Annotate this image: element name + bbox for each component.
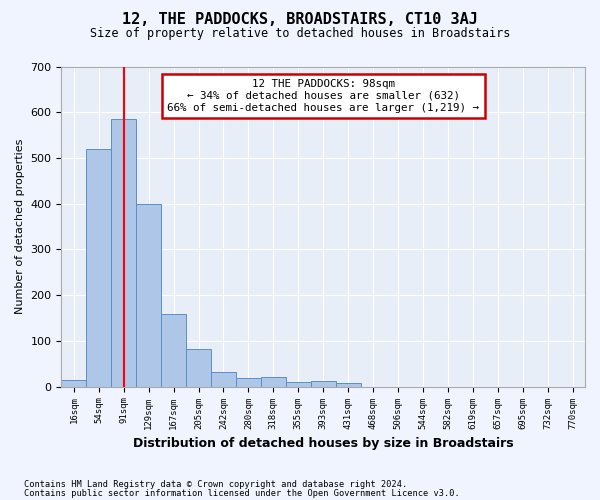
Bar — [86, 149, 111, 386]
Bar — [161, 314, 186, 386]
Text: Contains public sector information licensed under the Open Government Licence v3: Contains public sector information licen… — [24, 489, 460, 498]
Bar — [211, 372, 236, 386]
Bar — [335, 383, 361, 386]
Bar — [236, 378, 261, 386]
Y-axis label: Number of detached properties: Number of detached properties — [15, 139, 25, 314]
Bar — [61, 380, 86, 386]
Bar — [111, 119, 136, 386]
Bar — [311, 381, 335, 386]
Bar — [261, 376, 286, 386]
Text: 12 THE PADDOCKS: 98sqm
← 34% of detached houses are smaller (632)
66% of semi-de: 12 THE PADDOCKS: 98sqm ← 34% of detached… — [167, 80, 479, 112]
X-axis label: Distribution of detached houses by size in Broadstairs: Distribution of detached houses by size … — [133, 437, 514, 450]
Bar — [136, 204, 161, 386]
Text: Contains HM Land Registry data © Crown copyright and database right 2024.: Contains HM Land Registry data © Crown c… — [24, 480, 407, 489]
Bar — [186, 348, 211, 387]
Text: 12, THE PADDOCKS, BROADSTAIRS, CT10 3AJ: 12, THE PADDOCKS, BROADSTAIRS, CT10 3AJ — [122, 12, 478, 28]
Bar — [286, 382, 311, 386]
Text: Size of property relative to detached houses in Broadstairs: Size of property relative to detached ho… — [90, 28, 510, 40]
